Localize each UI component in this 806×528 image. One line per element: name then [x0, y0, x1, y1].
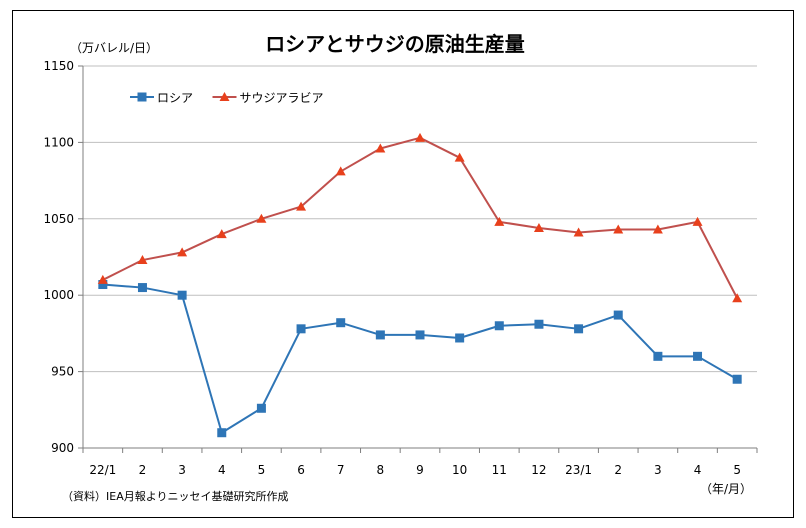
data-point-square [613, 310, 623, 320]
data-point-square [653, 351, 663, 361]
data-point-triangle [613, 224, 624, 234]
chart-title: ロシアとサウジの原油生産量 [265, 32, 525, 56]
data-point-triangle [97, 274, 108, 284]
data-point-square [574, 324, 584, 334]
data-point-triangle [375, 143, 386, 153]
x-tick-label: 3 [654, 463, 662, 477]
y-tick-label: 1000 [43, 288, 74, 302]
x-tick-label: 6 [297, 463, 305, 477]
x-tick-label: 11 [492, 463, 507, 477]
data-point-triangle [335, 166, 346, 176]
x-tick-label: 12 [531, 463, 546, 477]
data-point-triangle [256, 213, 267, 223]
y-tick-label: 950 [51, 365, 74, 379]
data-point-square [494, 321, 504, 331]
x-tick-label: 9 [416, 463, 424, 477]
x-axis-unit-label: （年/月） [700, 482, 752, 496]
data-point-square [693, 351, 703, 361]
data-point-triangle [177, 247, 188, 257]
legend-label: ロシア [157, 91, 193, 105]
data-point-triangle [732, 293, 743, 303]
x-tick-labels: 22/1 2 3 4 5 6 7 8 9 10 11 12 23/1 2 3 4 5 [89, 463, 741, 477]
data-point-square [217, 428, 227, 438]
data-point-triangle [652, 224, 663, 234]
series-group [97, 132, 743, 438]
data-point-triangle [137, 255, 148, 265]
source-note: （資料）IEA月報よりニッセイ基礎研究所作成 [62, 489, 289, 503]
data-point-triangle [692, 216, 703, 226]
legend: ロシア サウジアラビア [130, 91, 324, 105]
x-tick-label: 22/1 [89, 463, 116, 477]
data-point-triangle [216, 229, 227, 239]
x-tick-label: 4 [694, 463, 702, 477]
data-point-square [296, 324, 306, 334]
axes [78, 65, 758, 453]
data-point-square [177, 290, 187, 300]
data-point-square [137, 283, 147, 293]
data-point-triangle [296, 201, 307, 211]
y-tick-label: 900 [51, 441, 74, 455]
data-point-square [375, 330, 385, 340]
legend-marker-triangle [219, 92, 230, 101]
data-point-square [455, 333, 465, 343]
legend-label: サウジアラビア [240, 91, 324, 105]
grid-lines [83, 65, 757, 373]
data-point-triangle [533, 222, 544, 232]
x-tick-label: 2 [614, 463, 622, 477]
x-tick-label: 5 [258, 463, 266, 477]
data-point-triangle [573, 227, 584, 237]
x-tick-label: 4 [218, 463, 226, 477]
data-point-square [98, 280, 108, 290]
data-point-triangle [454, 152, 465, 162]
x-tick-label: 8 [377, 463, 385, 477]
y-tick-label: 1050 [43, 212, 74, 226]
series-line-2 [102, 136, 739, 299]
data-point-square [732, 374, 742, 384]
data-point-square [534, 319, 544, 329]
data-point-triangle [494, 216, 505, 226]
x-tick-label: 7 [337, 463, 345, 477]
y-axis-unit-label: （万バレル/日） [70, 41, 158, 55]
x-tick-label: 2 [139, 463, 147, 477]
y-tick-labels: 900 950 1000 1050 1100 1150 [43, 59, 74, 455]
x-tick-label: 5 [733, 463, 741, 477]
data-point-square [415, 330, 425, 340]
data-point-triangle [415, 132, 425, 142]
y-tick-label: 1100 [43, 135, 74, 149]
legend-marker-square [137, 92, 147, 102]
data-point-square [336, 318, 346, 328]
y-tick-label: 1150 [43, 59, 74, 73]
series-line-1 [102, 283, 738, 434]
x-tick-label: 3 [178, 463, 186, 477]
x-tick-label: 23/1 [565, 463, 592, 477]
data-point-square [256, 403, 266, 413]
x-tick-label: 10 [452, 463, 467, 477]
